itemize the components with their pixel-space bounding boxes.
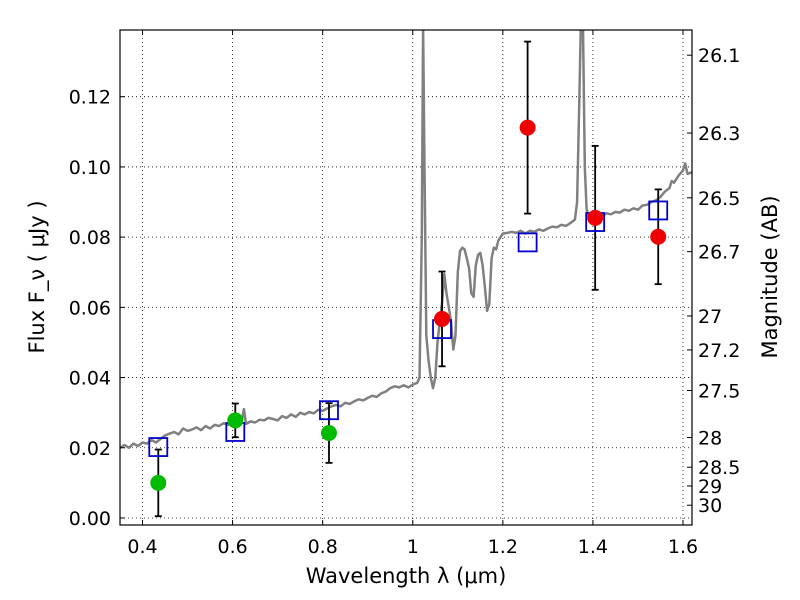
plot-area-background (120, 30, 692, 525)
model-photometry-square (648, 200, 669, 221)
plot-frame (119, 29, 693, 526)
observed-point-green (150, 474, 167, 491)
x-tick-label: 1 (407, 536, 419, 558)
model-photometry-square (148, 437, 169, 457)
x-tick-label: 0.4 (127, 536, 157, 558)
observed-point-red (434, 310, 451, 327)
model-photometry-square (319, 400, 339, 421)
x-axis-label: Wavelength λ (μm) (306, 564, 507, 588)
y2-tick-label: 29 (698, 476, 722, 498)
y2-tick-label: 28.5 (698, 457, 740, 479)
y2-tick-label: 26.3 (698, 123, 740, 145)
y2-tick-label: 26.5 (698, 188, 740, 210)
observed-point-red (587, 209, 604, 226)
observed-point-green (320, 425, 337, 442)
y-tick-label: 0.06 (69, 297, 111, 319)
y-tick-label: 0.08 (69, 227, 111, 249)
y2-tick-label: 26.7 (698, 242, 740, 264)
x-tick-label: 1.4 (578, 536, 608, 558)
y-tick-label: 0.00 (69, 508, 111, 530)
model-photometry-square (517, 232, 538, 253)
y-tick-label: 0.04 (69, 368, 111, 390)
observed-point-green (227, 412, 244, 429)
x-tick-label: 0.8 (308, 536, 338, 558)
x-tick-label: 1.6 (668, 536, 698, 558)
y2-tick-label: 28 (698, 428, 722, 450)
x-tick-label: 0.6 (217, 536, 247, 558)
y-tick-label: 0.10 (69, 157, 111, 179)
y2-tick-label: 27.5 (698, 381, 740, 403)
y2-tick-label: 30 (698, 495, 722, 517)
y2-tick-label: 27.2 (698, 340, 740, 362)
x-tick-label: 1.2 (488, 536, 518, 558)
observed-point-red (650, 228, 667, 245)
y2-tick-label: 27 (698, 306, 722, 328)
y-axis-label: Flux F_ν ( μJy ) (25, 200, 50, 353)
y-axis-ticks: 0.00 0.02 0.04 0.06 0.08 0.10 0.12 (69, 87, 125, 530)
observed-point-red (519, 119, 536, 136)
data-markers (148, 119, 669, 491)
y-tick-label: 0.02 (69, 438, 111, 460)
x-axis-ticks: 0.4 0.6 0.8 1 1.2 1.4 1.6 (127, 30, 698, 558)
y2-tick-label: 26.1 (698, 45, 740, 67)
y-tick-label: 0.12 (69, 87, 111, 109)
y2-axis-label: Magnitude (AB) (758, 195, 782, 358)
